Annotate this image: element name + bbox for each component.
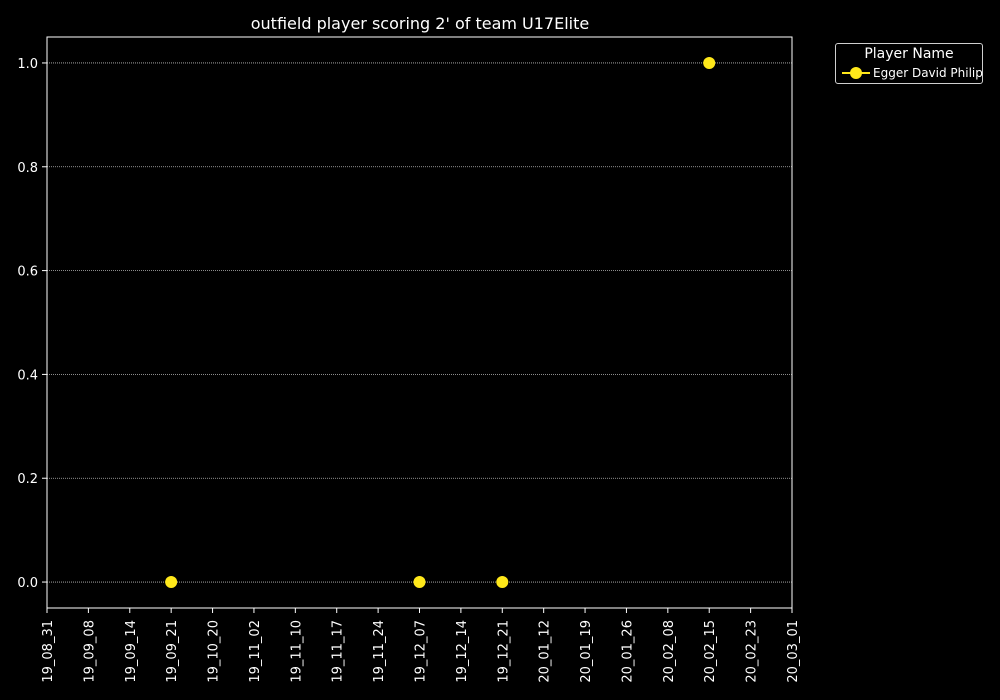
x-tick-label: 20_02_23: [745, 620, 760, 683]
x-tick-label: 20_02_15: [703, 620, 718, 683]
x-tick-label: 20_01_26: [620, 620, 635, 683]
x-tick-label: 19_09_14: [124, 620, 139, 683]
legend-label: Egger David Philip: [873, 66, 983, 80]
y-tick-label: 0.4: [17, 368, 38, 383]
y-axis: 0.0 0.2 0.4 0.6 0.8 1.0: [17, 57, 47, 591]
x-axis: 19_08_31 19_09_08 19_09_14 19_09_21 19_10_20…: [41, 608, 801, 683]
y-tick-label: 0.8: [17, 161, 38, 176]
x-tick-label: 19_11_02: [248, 620, 263, 683]
data-point: [703, 56, 716, 69]
data-point: [413, 576, 426, 589]
gridlines: [47, 62, 792, 583]
x-tick-label: 19_08_31: [41, 620, 56, 683]
data-point: [165, 576, 178, 589]
x-tick-label: 20_01_19: [579, 620, 594, 683]
x-tick-label: 19_09_21: [165, 620, 180, 683]
data-points: [165, 56, 716, 589]
plot-frame: [46, 36, 793, 609]
x-tick-label: 19_10_20: [207, 620, 222, 683]
legend-marker: [850, 67, 862, 79]
x-tick-label: 19_11_24: [372, 620, 387, 683]
chart-title: outfield player scoring 2' of team U17El…: [251, 14, 589, 33]
x-tick-label: 19_11_17: [331, 620, 346, 683]
x-tick-label: 19_12_21: [496, 620, 511, 683]
y-tick-label: 0.0: [17, 576, 38, 591]
x-tick-label: 19_09_08: [82, 620, 97, 683]
x-tick-label: 20_03_01: [786, 620, 801, 683]
x-tick-label: 20_02_08: [662, 620, 677, 683]
y-tick-label: 0.6: [17, 265, 38, 280]
x-tick-label: 19_12_14: [455, 620, 470, 683]
legend-title: Player Name: [864, 46, 954, 62]
data-point: [496, 576, 509, 589]
x-tick-label: 20_01_12: [538, 620, 553, 683]
x-tick-label: 19_11_10: [289, 620, 304, 683]
y-tick-label: 0.2: [17, 472, 38, 487]
x-tick-label: 19_12_07: [414, 620, 429, 683]
y-tick-label: 1.0: [17, 57, 38, 72]
legend: Player Name Egger David Philip: [835, 43, 983, 84]
